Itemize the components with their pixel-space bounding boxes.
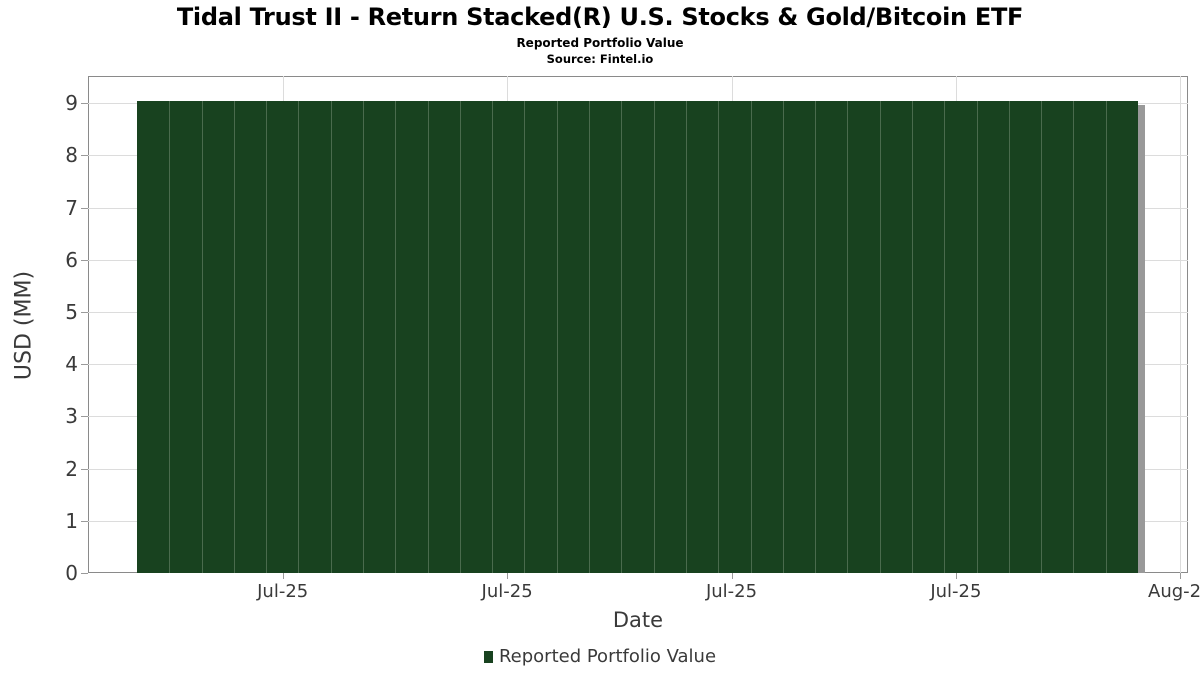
bar <box>718 100 751 573</box>
bar-shadow <box>1138 104 1145 573</box>
bar <box>266 100 299 573</box>
bar <box>621 100 654 573</box>
bar <box>330 100 364 573</box>
bar <box>556 100 590 573</box>
x-tick-mark <box>282 573 284 579</box>
bar <box>1041 100 1074 573</box>
bar <box>169 100 202 573</box>
y-tick-label: 9 <box>65 91 78 116</box>
bar <box>363 100 396 573</box>
x-axis-title: Date <box>612 608 664 632</box>
bar <box>685 100 719 573</box>
legend: Reported Portfolio Value <box>0 646 1200 667</box>
y-tick-mark <box>81 468 88 470</box>
bar <box>233 100 267 573</box>
bar <box>815 100 848 573</box>
bar <box>298 100 331 573</box>
y-tick-label: 6 <box>65 247 78 272</box>
y-tick-label: 3 <box>65 404 78 429</box>
y-tick-mark <box>81 311 88 313</box>
x-tick-label: Jul-25 <box>705 581 758 602</box>
bar <box>395 100 428 573</box>
y-tick-label: 2 <box>65 456 78 481</box>
y-tick-mark <box>81 520 88 522</box>
x-tick-label: Jul-25 <box>257 581 309 602</box>
y-tick-mark <box>81 573 88 574</box>
bar <box>427 100 460 573</box>
x-tick-mark <box>955 573 957 579</box>
bar <box>1008 100 1042 573</box>
bar <box>879 100 912 573</box>
legend-label: Reported Portfolio Value <box>498 646 717 667</box>
x-tick-mark <box>1180 573 1182 579</box>
bar <box>750 100 783 573</box>
bar <box>653 100 686 573</box>
bar <box>944 100 977 573</box>
bar <box>847 100 880 573</box>
y-tick-label: 5 <box>65 299 78 324</box>
y-tick-label: 8 <box>65 143 78 168</box>
bar <box>137 100 170 573</box>
bar <box>589 100 622 573</box>
source-text: Source: Fintel.io <box>546 52 654 66</box>
x-tick-label: Aug-25 <box>1148 581 1200 602</box>
x-tick-label: Jul-25 <box>481 581 533 602</box>
y-tick-label: 1 <box>65 508 78 533</box>
chart-title: Tidal Trust II - Return Stacked(R) U.S. … <box>176 3 1024 31</box>
legend-marker-icon <box>483 650 493 663</box>
bar <box>1073 100 1106 573</box>
bar <box>201 100 234 573</box>
x-tick-mark <box>507 573 509 579</box>
bar <box>524 100 557 573</box>
y-tick-mark <box>81 416 88 418</box>
y-tick-mark <box>81 103 88 105</box>
bar <box>459 100 493 573</box>
y-tick-label: 0 <box>65 561 78 585</box>
y-tick-mark <box>81 155 88 157</box>
bar <box>911 100 945 573</box>
bar <box>782 100 816 573</box>
x-tick-label: Jul-25 <box>930 581 982 602</box>
gridline-vertical <box>1180 76 1182 573</box>
y-tick-mark <box>81 364 88 366</box>
bar <box>1105 100 1138 573</box>
bar <box>492 100 525 573</box>
y-tick-label: 7 <box>65 195 78 220</box>
bar <box>976 100 1009 573</box>
y-tick-label: 4 <box>65 352 78 377</box>
y-tick-mark <box>81 207 88 209</box>
y-tick-mark <box>81 259 88 261</box>
y-axis-title: USD (MM) <box>11 270 37 381</box>
chart-subtitle: Reported Portfolio Value <box>516 36 684 50</box>
x-tick-mark <box>731 573 733 579</box>
